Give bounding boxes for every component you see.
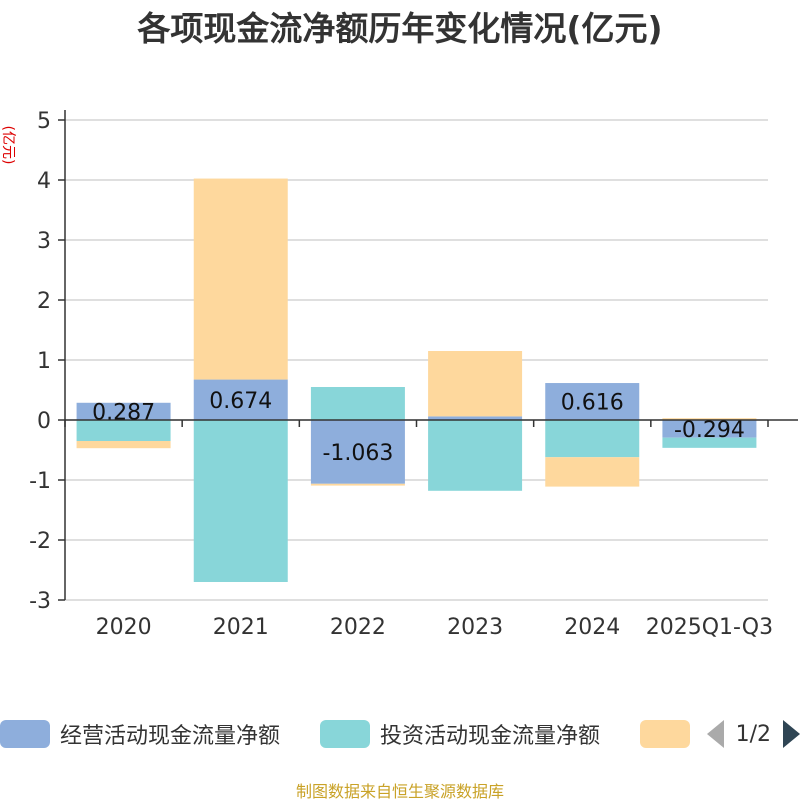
x-tick-label: 2023 <box>447 615 503 640</box>
bar-series0-2023 <box>428 416 523 420</box>
bar-series0-2025Q1-Q3 <box>662 420 757 438</box>
chart-title: 各项现金流净额历年变化情况(亿元) <box>137 9 663 48</box>
bar-series0-2024 <box>545 383 640 420</box>
x-tick-label: 2020 <box>96 615 152 640</box>
data-label: 0.287 <box>92 400 155 425</box>
y-tick-label: 1 <box>37 349 51 374</box>
y-axis-label: (亿元) <box>0 126 16 165</box>
bar-series1-2025Q1-Q3 <box>662 437 757 448</box>
data-source-footer: 制图数据来自恒生聚源数据库 <box>295 782 504 801</box>
x-tick-label: 2021 <box>213 615 269 640</box>
bar-series2-2022 <box>310 483 405 486</box>
legend-swatch-third <box>640 720 690 748</box>
bar-series1-2020 <box>76 420 171 441</box>
bar-series1-2023 <box>428 420 523 491</box>
bar-series2-2023 <box>428 351 523 417</box>
bar-series2-2025Q1-Q3 <box>662 418 757 420</box>
bar-series2-2020 <box>76 441 171 449</box>
y-tick-label: 4 <box>37 169 51 194</box>
legend-item-investing[interactable]: 投资活动现金流量净额 <box>320 712 600 756</box>
legend-swatch-investing <box>320 720 370 748</box>
bar-series2-2021 <box>193 178 288 380</box>
data-label: 0.674 <box>209 389 272 414</box>
legend-swatch-operating <box>0 720 50 748</box>
data-label: -1.063 <box>322 441 393 466</box>
bar-series1-2021 <box>193 420 288 582</box>
legend-label-operating: 经营活动现金流量净额 <box>60 724 281 749</box>
y-tick-label: 5 <box>37 109 51 134</box>
legend-label-investing: 投资活动现金流量净额 <box>380 724 601 749</box>
bar-series2-2024 <box>545 457 640 487</box>
data-label: 0.616 <box>561 391 624 416</box>
x-tick-label: 2022 <box>330 615 386 640</box>
y-tick-label: -3 <box>29 589 51 614</box>
legend-item-third[interactable] <box>640 712 690 756</box>
bar-series1-2024 <box>545 420 640 458</box>
chart-plot: (亿元) 5 4 3 2 1 0 -1 -2 -3 2020 2021 2022 2023 2024 20… <box>0 109 798 640</box>
bar-series0-2020 <box>76 402 171 420</box>
y-tick-label: 2 <box>37 289 51 314</box>
data-label: -0.294 <box>674 418 745 443</box>
legend-prev-icon[interactable] <box>706 720 724 748</box>
bar-series0-2022 <box>310 420 405 484</box>
legend-next-icon[interactable] <box>783 720 800 748</box>
x-tick-label: 2025Q1-Q3 <box>646 615 773 640</box>
y-tick-label: 3 <box>37 229 51 254</box>
legend-pager: 1/2 <box>706 712 800 756</box>
y-tick-label: -1 <box>29 469 51 494</box>
y-tick-label: 0 <box>37 409 51 434</box>
bar-series0-2021 <box>193 379 288 420</box>
legend-page-indicator: 1/2 <box>735 721 771 747</box>
legend-item-operating[interactable]: 经营活动现金流量净额 <box>0 712 280 756</box>
bar-series1-2022 <box>310 387 405 420</box>
y-tick-label: -2 <box>29 529 51 554</box>
x-tick-label: 2024 <box>564 615 620 640</box>
legend: 经营活动现金流量净额 投资活动现金流量净额 1/2 <box>0 712 800 756</box>
